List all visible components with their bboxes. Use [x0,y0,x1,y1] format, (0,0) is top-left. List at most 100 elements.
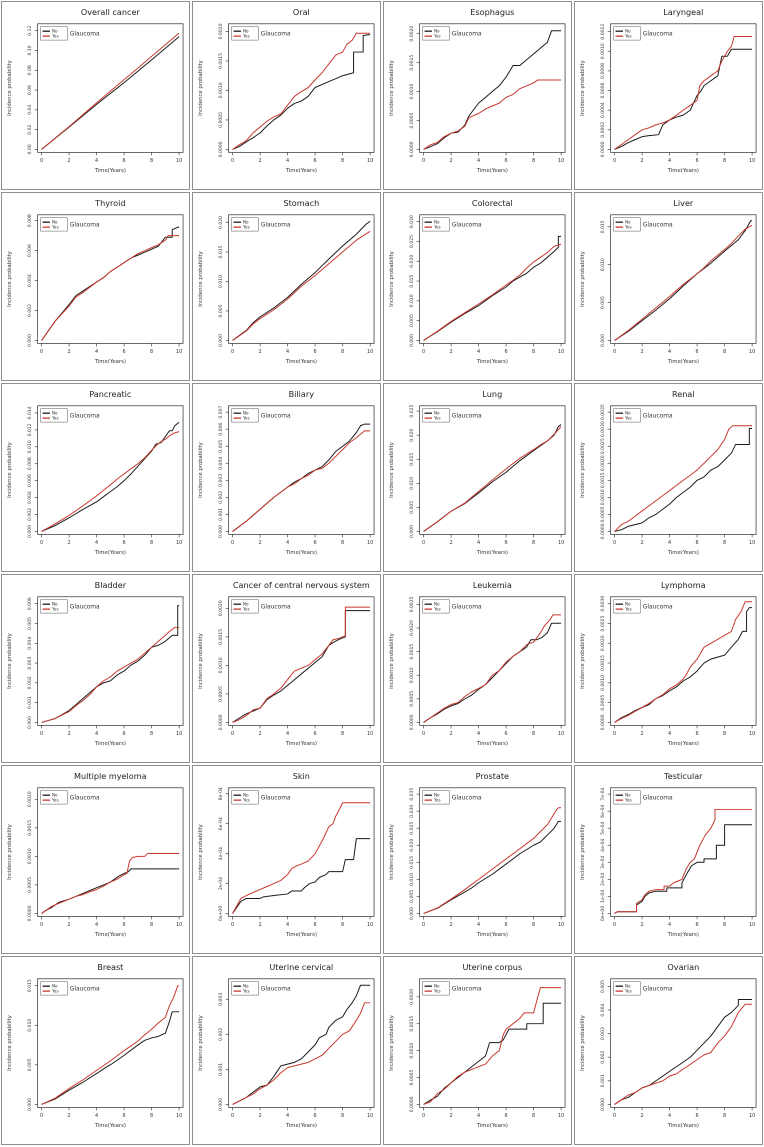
x-tick-label: 4 [286,1113,289,1119]
y-axis-label: Incidence probability [389,442,395,498]
plot-frame [37,23,184,153]
x-tick-label: 4 [286,158,289,164]
series-yes-line [41,431,180,532]
y-tick-label: 0.010 [27,1019,33,1032]
incidence-chart: Thyroid 0.000 0.002 0.004 0.006 0.008 0 2 4 6 8 10 T… [7,198,184,365]
legend-group-label: Glaucoma [643,222,673,229]
x-axis-label: Time(Years) [285,168,317,174]
legend-no-label: No [625,29,631,34]
y-tick-label: 0.035 [409,788,415,801]
y-tick-label: 0.0020 [218,600,224,616]
x-tick-label: 6 [505,158,508,164]
x-tick-label: 0 [231,922,234,928]
x-tick-label: 0 [613,1113,616,1119]
incidence-chart: Bladder 0.000 0.001 0.002 0.003 0.004 0.005 0.0… [7,580,184,747]
x-axis-label: Time(Years) [476,1123,508,1129]
x-tick-label: 8 [532,922,535,928]
incidence-chart: Liver 0.000 0.005 0.010 0.015 0 2 4 6 8 10 Time(Yea… [580,198,757,365]
y-axis-label: Incidence probability [389,251,395,307]
chart-title: Thyroid [94,198,125,208]
incidence-chart: Esophagus 0.0000 0.0005 0.0010 0.0015 0.0020 0… [389,7,566,174]
x-tick-label: 10 [367,922,373,928]
legend-yes-label: Yes [433,225,441,230]
y-tick-label: 0.002 [27,304,33,317]
y-tick-label: 0.015 [218,245,224,258]
x-tick-label: 8 [150,731,153,737]
y-tick-label: 0.005 [409,314,415,327]
x-axis-label: Time(Years) [285,359,317,365]
y-axis-label: Incidence probability [389,60,395,116]
legend-yes-label: Yes [624,225,632,230]
legend-no-label: No [625,411,631,416]
plot-frame [419,787,566,917]
y-tick-label: 0.001 [600,1074,606,1087]
x-tick-label: 6 [505,540,508,546]
x-tick-label: 6 [314,1113,317,1119]
x-tick-label: 10 [176,731,182,737]
series-no-line [232,220,371,341]
plot-frame [610,23,757,153]
series-yes-line [232,802,371,914]
chart-title: Biliary [289,389,315,399]
legend-no-label: No [434,602,440,607]
x-tick-label: 6 [696,731,699,737]
legend-group-label: Glaucoma [452,413,482,420]
chart-panel: Lymphoma 0.0000 0.0005 0.0010 0.0015 0.0020 0.… [574,574,763,763]
y-tick-label: 0.0012 [600,24,606,40]
legend-yes-label: Yes [242,989,250,994]
x-tick-label: 6 [505,922,508,928]
y-axis-label: Incidence probability [580,1015,586,1071]
y-tick-label: 3e-04 [600,856,606,869]
x-tick-label: 0 [40,158,43,164]
x-tick-label: 10 [749,1113,755,1119]
x-tick-label: 8 [341,349,344,355]
plot-frame [610,214,757,344]
x-tick-label: 4 [668,922,671,928]
y-tick-label: 0.0015 [600,655,606,671]
y-axis-label: Incidence probability [389,1015,395,1071]
legend-yes-label: Yes [242,34,250,39]
x-tick-label: 10 [749,540,755,546]
plot-frame [610,787,757,917]
y-tick-label: 0.0015 [409,1016,415,1032]
x-tick-label: 8 [723,922,726,928]
y-tick-label: 0.002 [218,491,224,504]
x-tick-label: 8 [532,158,535,164]
x-tick-label: 8 [532,349,535,355]
legend-no-label: No [243,411,249,416]
series-yes-line [41,32,180,150]
y-tick-label: 0.004 [600,1003,606,1016]
chart-title: Bladder [95,580,127,590]
y-tick-label: 0.0005 [218,112,224,128]
plot-frame [37,787,184,917]
chart-panel: Renal 0.0000 0.0005 0.0010 0.0015 0.0020 0.002… [574,383,763,572]
plot-frame [228,978,375,1108]
legend-yes-label: Yes [433,798,441,803]
x-tick-label: 4 [668,731,671,737]
y-tick-label: 0.000 [409,907,415,920]
y-tick-label: 0.0035 [600,404,606,420]
x-axis-label: Time(Years) [94,1123,126,1129]
chart-title: Lymphoma [661,580,706,590]
y-tick-label: 0.015 [600,220,606,233]
plot-frame [419,405,566,535]
y-tick-label: 0.000 [27,1098,33,1111]
x-tick-label: 6 [696,158,699,164]
y-tick-label: 0.0010 [218,82,224,98]
x-axis-label: Time(Years) [476,168,508,174]
y-tick-label: 0.0005 [218,686,224,702]
y-tick-label: 0.005 [600,980,606,993]
x-tick-label: 0 [422,349,425,355]
incidence-chart: Testicular 0e+00 1e-04 2e-04 3e-04 4e-04 5e-04… [580,771,757,938]
series-yes-line [614,808,753,914]
series-no-line [232,984,371,1105]
series-no-line [41,421,180,532]
series-yes-line [423,614,562,723]
x-tick-label: 6 [123,922,126,928]
x-tick-label: 0 [613,731,616,737]
x-tick-label: 6 [123,731,126,737]
legend-group-label: Glaucoma [261,222,291,229]
y-tick-label: 0.0010 [600,675,606,691]
y-tick-label: 0.004 [27,491,33,504]
legend-yes-label: Yes [242,798,250,803]
